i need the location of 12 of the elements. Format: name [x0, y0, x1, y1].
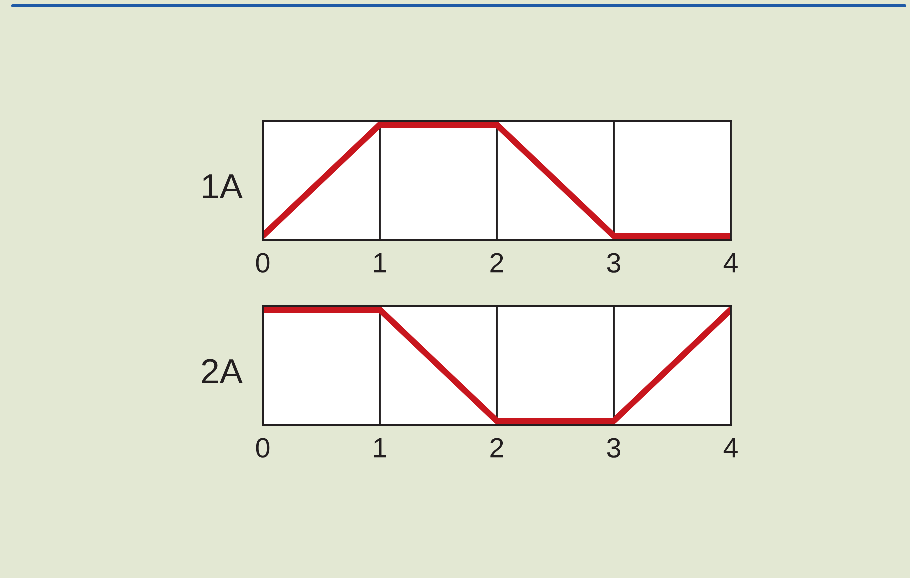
x-tick-label: 4 [724, 438, 738, 458]
x-tick-label: 0 [256, 438, 270, 458]
x-tick-label: 3 [607, 253, 621, 273]
x-tick-label: 0 [256, 253, 270, 273]
x-tick-label: 2 [490, 438, 504, 458]
x-tick-label: 1 [374, 438, 386, 458]
x-tick-label: 3 [607, 438, 621, 458]
x-tick-label: 1 [374, 254, 386, 273]
x-tick-label: 2 [490, 253, 504, 273]
y-axis-title: 1A [203, 174, 243, 198]
x-tick-label: 4 [724, 254, 738, 273]
y-axis-title: 2A [202, 359, 243, 384]
